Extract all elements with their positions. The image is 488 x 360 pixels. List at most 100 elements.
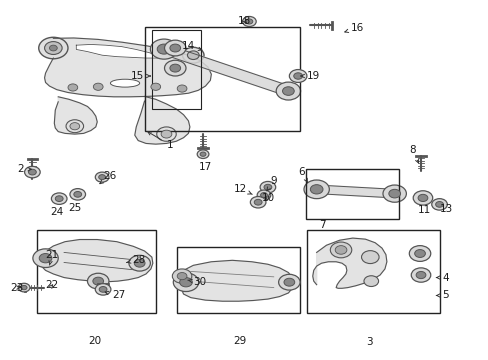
Circle shape xyxy=(44,41,62,54)
Polygon shape xyxy=(312,238,386,288)
Text: 1: 1 xyxy=(147,132,173,150)
Text: 6: 6 xyxy=(298,167,307,183)
Circle shape xyxy=(87,273,109,289)
Circle shape xyxy=(200,152,205,156)
Circle shape xyxy=(245,19,252,24)
Circle shape xyxy=(28,169,36,175)
Text: 13: 13 xyxy=(439,204,452,214)
Circle shape xyxy=(161,130,171,138)
Circle shape xyxy=(382,185,406,202)
Text: 27: 27 xyxy=(105,291,125,301)
Circle shape xyxy=(284,278,294,286)
Circle shape xyxy=(150,39,177,59)
Text: 12: 12 xyxy=(233,184,252,194)
Circle shape xyxy=(129,255,150,271)
Circle shape xyxy=(330,242,351,258)
Text: 15: 15 xyxy=(131,71,150,81)
Bar xyxy=(152,30,200,109)
Polygon shape xyxy=(181,260,293,301)
Circle shape xyxy=(95,172,109,182)
Circle shape xyxy=(304,180,329,199)
Circle shape xyxy=(282,87,294,95)
Circle shape xyxy=(435,202,443,207)
Circle shape xyxy=(33,249,58,267)
Circle shape xyxy=(18,283,30,292)
Circle shape xyxy=(187,51,199,59)
Circle shape xyxy=(74,192,81,197)
Circle shape xyxy=(164,40,185,56)
Polygon shape xyxy=(135,96,189,144)
Text: 28: 28 xyxy=(126,255,145,265)
Circle shape xyxy=(408,246,430,261)
Circle shape xyxy=(289,69,306,82)
Circle shape xyxy=(39,37,68,59)
Circle shape xyxy=(93,277,103,285)
Bar xyxy=(306,230,439,314)
Text: 26: 26 xyxy=(100,171,116,184)
Bar xyxy=(305,169,398,219)
Circle shape xyxy=(250,197,265,208)
Circle shape xyxy=(242,17,256,27)
Text: 21: 21 xyxy=(45,249,59,265)
Circle shape xyxy=(49,45,57,51)
Circle shape xyxy=(39,253,52,263)
Bar xyxy=(37,230,156,314)
Circle shape xyxy=(414,249,425,257)
Circle shape xyxy=(293,73,302,79)
Circle shape xyxy=(410,268,430,282)
Circle shape xyxy=(415,271,425,279)
Circle shape xyxy=(151,83,160,90)
Polygon shape xyxy=(44,38,211,97)
Circle shape xyxy=(173,273,198,292)
Polygon shape xyxy=(76,44,160,58)
Circle shape xyxy=(361,251,378,264)
Text: 18: 18 xyxy=(237,16,251,26)
Circle shape xyxy=(278,274,300,290)
Circle shape xyxy=(264,184,271,190)
Polygon shape xyxy=(40,239,153,282)
Circle shape xyxy=(157,44,170,54)
Circle shape xyxy=(182,47,203,63)
Circle shape xyxy=(254,199,262,205)
Text: 17: 17 xyxy=(199,162,212,172)
Text: 20: 20 xyxy=(88,336,102,346)
Polygon shape xyxy=(316,185,394,198)
Text: 22: 22 xyxy=(45,280,59,291)
Circle shape xyxy=(172,269,191,283)
Text: 3: 3 xyxy=(365,337,372,347)
Text: 7: 7 xyxy=(319,220,325,230)
Circle shape xyxy=(68,84,78,91)
Circle shape xyxy=(24,166,40,178)
Circle shape xyxy=(177,273,186,280)
Circle shape xyxy=(157,127,176,141)
Circle shape xyxy=(169,64,180,72)
Text: 8: 8 xyxy=(408,145,418,163)
Circle shape xyxy=(417,194,427,202)
Text: 14: 14 xyxy=(181,41,202,51)
Circle shape xyxy=(197,150,208,158)
Text: 5: 5 xyxy=(436,291,448,301)
Circle shape xyxy=(260,181,275,193)
Text: 16: 16 xyxy=(344,23,363,33)
Circle shape xyxy=(169,44,180,52)
Text: 25: 25 xyxy=(68,203,82,213)
Circle shape xyxy=(334,246,346,254)
Text: 30: 30 xyxy=(187,277,206,287)
Circle shape xyxy=(51,193,67,204)
Circle shape xyxy=(179,278,192,287)
Text: 11: 11 xyxy=(417,205,430,215)
Text: 10: 10 xyxy=(261,193,274,203)
Circle shape xyxy=(412,191,432,205)
Text: 4: 4 xyxy=(436,273,448,283)
Circle shape xyxy=(93,83,103,90)
Circle shape xyxy=(310,185,323,194)
Text: 2: 2 xyxy=(18,164,31,174)
Circle shape xyxy=(177,85,186,92)
Text: 9: 9 xyxy=(266,176,276,191)
Text: 29: 29 xyxy=(232,336,246,346)
Bar xyxy=(145,27,300,131)
Ellipse shape xyxy=(110,79,140,87)
Circle shape xyxy=(260,193,267,198)
Bar xyxy=(177,247,300,314)
Circle shape xyxy=(257,190,270,200)
